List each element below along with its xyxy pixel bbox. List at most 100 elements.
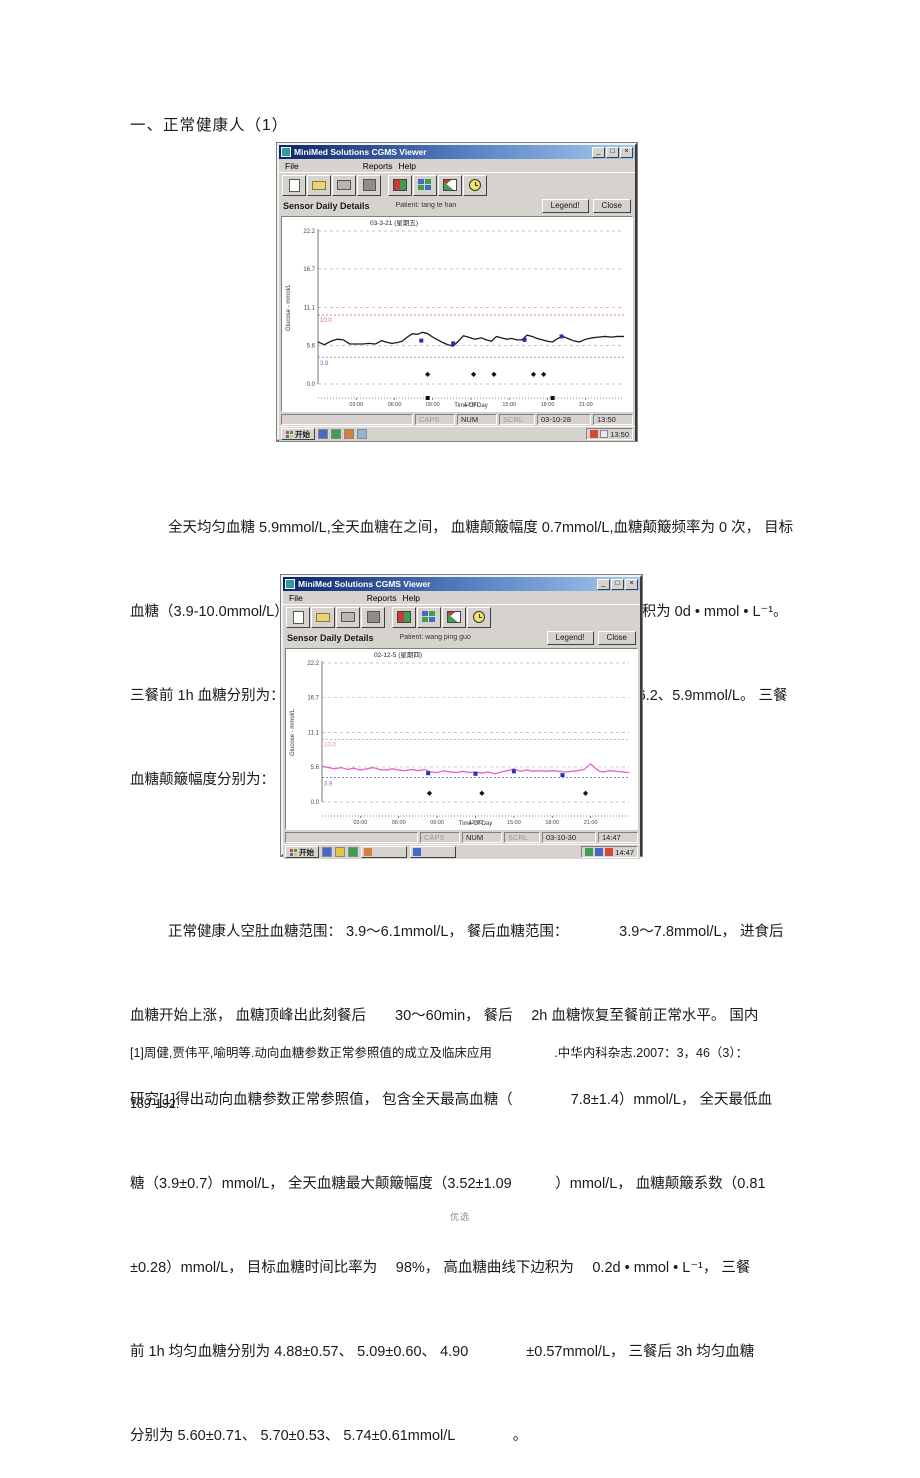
taskbar-item[interactable]	[410, 846, 456, 858]
grid-icon	[422, 611, 436, 623]
quick-launch-icon[interactable]	[344, 429, 354, 439]
svg-text:21:00: 21:00	[584, 820, 598, 826]
page-footer: 优选	[449, 1212, 470, 1222]
svg-text:22.2: 22.2	[303, 229, 315, 235]
quick-launch-icon[interactable]	[348, 847, 358, 857]
grid-icon	[418, 179, 432, 191]
close-button[interactable]: Close	[597, 631, 636, 645]
time-settings-button[interactable]	[467, 606, 491, 628]
system-tray: 14:47	[581, 846, 638, 858]
copy-button[interactable]	[361, 606, 385, 628]
legend-button[interactable]: Legend!	[541, 199, 589, 213]
close-icon[interactable]: ×	[620, 146, 633, 158]
open-button[interactable]	[307, 174, 331, 196]
folder-icon	[316, 612, 330, 622]
svg-text:3.9: 3.9	[320, 361, 329, 367]
menu-help[interactable]: Help	[402, 592, 420, 603]
task-icon	[364, 848, 372, 856]
menu-bar: File Reports Help	[283, 591, 640, 604]
svg-text:0.0: 0.0	[307, 382, 316, 388]
time-settings-button[interactable]	[463, 174, 487, 196]
new-button[interactable]	[286, 606, 310, 628]
sensor-report-button[interactable]	[438, 174, 462, 196]
cgms-window-2: MiniMed Solutions CGMS Viewer _ □ × File…	[281, 575, 642, 859]
daily-details-button[interactable]	[413, 174, 437, 196]
minimize-button[interactable]: _	[592, 146, 605, 158]
modal-day-report-button[interactable]	[392, 606, 416, 628]
paragraph-line: 分别为 5.60±0.71、 5.70±0.53、 5.74±0.61mmol/…	[130, 1428, 528, 1444]
status-message	[281, 414, 413, 425]
close-button[interactable]: Close	[592, 199, 631, 213]
window-title: MiniMed Solutions CGMS Viewer	[298, 579, 431, 589]
paragraph-line: 全天均匀血糖 5.9mmol/L,全天血糖在之间， 血糖颠簸幅度 0.7mmol…	[168, 520, 794, 536]
tray-icon[interactable]	[605, 848, 614, 856]
svg-text:10.0: 10.0	[324, 742, 336, 748]
maximize-button[interactable]: □	[606, 146, 619, 158]
page-title: 一、正常健康人（1）	[130, 117, 289, 134]
menu-reports[interactable]: Reports	[362, 160, 393, 171]
title-bar[interactable]: MiniMed Solutions CGMS Viewer _ □ ×	[279, 145, 635, 159]
tray-icon[interactable]	[590, 430, 599, 438]
daily-details-button[interactable]	[417, 606, 441, 628]
minimize-button[interactable]: _	[597, 578, 610, 590]
svg-text:18:00: 18:00	[541, 402, 555, 408]
start-button[interactable]: 开始	[281, 428, 315, 440]
tray-icon[interactable]	[595, 848, 604, 856]
copy-icon	[362, 179, 376, 191]
svg-text:0.0: 0.0	[311, 800, 320, 806]
svg-text:Glucose - mmol/L: Glucose - mmol/L	[286, 283, 292, 331]
modal-day-report-button[interactable]	[388, 174, 412, 196]
daily-glucose-chart: 0.0 5.6 11.1 16.7 22.2 10.0 3.9 03:00 06:00 09:00…	[290, 651, 630, 827]
new-button[interactable]	[282, 174, 306, 196]
taskbar-item[interactable]	[361, 846, 407, 858]
quick-launch-icon[interactable]	[322, 847, 332, 857]
taskbar: 开始 14:47	[283, 844, 640, 859]
svg-text:5.6: 5.6	[307, 343, 316, 349]
windows-flag-icon	[290, 848, 297, 856]
paragraph-line: 正常健康人空肚血糖范围： 3.9～6.1mmol/L， 餐后血糖范围： 3.9～…	[168, 924, 784, 940]
patient-info: Patient: tang te han	[395, 202, 457, 209]
svg-text:15:00: 15:00	[502, 402, 516, 408]
tray-clock: 13:50	[610, 429, 629, 439]
menu-reports[interactable]: Reports	[366, 592, 397, 603]
status-time: 13:50	[593, 414, 633, 425]
quick-launch-icon[interactable]	[318, 429, 328, 439]
svg-text:06:00: 06:00	[392, 820, 406, 826]
svg-text:06:00: 06:00	[388, 402, 402, 408]
open-button[interactable]	[311, 606, 335, 628]
paragraph-line: 前 1h 均匀血糖分别为 4.88±0.57、 5.09±0.60、 4.90 …	[130, 1344, 755, 1360]
start-button[interactable]: 开始	[285, 846, 319, 858]
panel-title: Sensor Daily Details	[287, 633, 374, 643]
maximize-button[interactable]: □	[611, 578, 624, 590]
menu-file[interactable]: File	[285, 160, 299, 171]
print-button[interactable]	[336, 606, 360, 628]
close-icon[interactable]: ×	[625, 578, 638, 590]
svg-text:3.9: 3.9	[324, 782, 333, 788]
copy-button[interactable]	[357, 174, 381, 196]
title-bar[interactable]: MiniMed Solutions CGMS Viewer _ □ ×	[283, 577, 640, 591]
legend-button[interactable]: Legend!	[546, 631, 594, 645]
menu-help[interactable]: Help	[398, 160, 416, 171]
menu-file[interactable]: File	[289, 592, 303, 603]
daily-glucose-chart: 0.0 5.6 11.1 16.7 22.2 10.0 3.9 03:00 06:00 09:00…	[286, 219, 624, 409]
svg-text:Time Of Day: Time Of Day	[454, 403, 487, 409]
paragraph-2: 正常健康人空肚血糖范围： 3.9～6.1mmol/L， 餐后血糖范围： 3.9～…	[130, 862, 798, 1478]
svg-text:10.0: 10.0	[320, 318, 332, 324]
clock-icon	[473, 611, 485, 623]
tray-icon[interactable]	[585, 848, 594, 856]
tray-icon[interactable]	[600, 430, 609, 438]
svg-text:03-3-21 (星期五): 03-3-21 (星期五)	[370, 219, 418, 227]
svg-text:03:00: 03:00	[353, 820, 367, 826]
svg-text:11.1: 11.1	[304, 306, 316, 312]
quick-launch-icon[interactable]	[335, 847, 345, 857]
quick-launch-icon[interactable]	[331, 429, 341, 439]
print-button[interactable]	[332, 174, 356, 196]
panel-header: Sensor Daily Details Patient: wang ping …	[283, 629, 640, 647]
svg-text:Glucose - mmol/L: Glucose - mmol/L	[290, 708, 296, 756]
page-icon	[288, 178, 300, 192]
quick-launch-icon[interactable]	[357, 429, 367, 439]
status-scrl: SCRL	[499, 414, 535, 425]
status-message	[285, 832, 418, 843]
paragraph-line: 研究[1]得出动向血糖参数正常参照值， 包含全天最高血糖（ 7.8±1.4）mm…	[130, 1092, 772, 1108]
sensor-report-button[interactable]	[442, 606, 466, 628]
